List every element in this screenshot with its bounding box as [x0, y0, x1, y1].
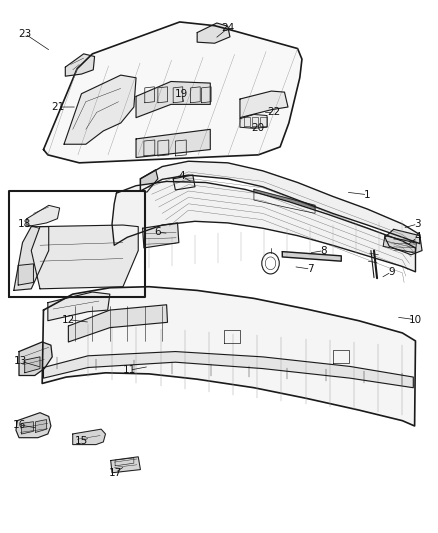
Polygon shape — [254, 189, 315, 213]
Text: 9: 9 — [388, 267, 395, 277]
Polygon shape — [31, 225, 138, 289]
Polygon shape — [173, 175, 195, 190]
Polygon shape — [18, 264, 33, 285]
Polygon shape — [143, 223, 179, 248]
Polygon shape — [19, 342, 52, 375]
Text: 19: 19 — [175, 88, 188, 99]
Text: 16: 16 — [12, 420, 26, 430]
Polygon shape — [73, 429, 106, 445]
Polygon shape — [21, 422, 33, 434]
Text: 10: 10 — [409, 314, 422, 325]
Polygon shape — [65, 54, 95, 76]
Text: 12: 12 — [62, 314, 75, 325]
Polygon shape — [141, 169, 158, 192]
Polygon shape — [136, 130, 210, 158]
Text: 4: 4 — [179, 171, 185, 181]
Text: 17: 17 — [109, 468, 122, 478]
Text: 15: 15 — [75, 436, 88, 446]
Polygon shape — [35, 419, 46, 432]
Polygon shape — [385, 229, 422, 255]
Text: 18: 18 — [18, 219, 32, 229]
Polygon shape — [64, 75, 136, 144]
Text: 22: 22 — [267, 107, 280, 117]
Polygon shape — [197, 23, 230, 43]
Text: 6: 6 — [155, 227, 161, 237]
Polygon shape — [141, 161, 420, 244]
Polygon shape — [240, 91, 288, 118]
Polygon shape — [43, 352, 413, 387]
Polygon shape — [48, 292, 110, 321]
Text: 8: 8 — [321, 246, 327, 255]
Text: 21: 21 — [51, 102, 64, 112]
Text: 7: 7 — [307, 264, 314, 274]
Polygon shape — [111, 457, 141, 473]
Text: 4: 4 — [414, 232, 421, 243]
Polygon shape — [43, 22, 302, 163]
Polygon shape — [27, 205, 60, 227]
Text: 24: 24 — [221, 23, 234, 34]
Polygon shape — [383, 236, 417, 253]
Polygon shape — [42, 287, 416, 426]
Polygon shape — [68, 305, 167, 342]
Polygon shape — [10, 191, 145, 297]
Polygon shape — [14, 227, 49, 290]
Polygon shape — [136, 82, 210, 118]
Text: 20: 20 — [252, 123, 265, 133]
Polygon shape — [25, 357, 40, 373]
Text: 13: 13 — [14, 356, 27, 366]
Text: 11: 11 — [123, 365, 136, 375]
Polygon shape — [16, 413, 51, 438]
Text: 3: 3 — [414, 219, 421, 229]
Text: 1: 1 — [364, 190, 371, 200]
Polygon shape — [240, 115, 267, 128]
Polygon shape — [112, 181, 416, 272]
Polygon shape — [283, 252, 341, 261]
Text: 23: 23 — [18, 29, 32, 39]
